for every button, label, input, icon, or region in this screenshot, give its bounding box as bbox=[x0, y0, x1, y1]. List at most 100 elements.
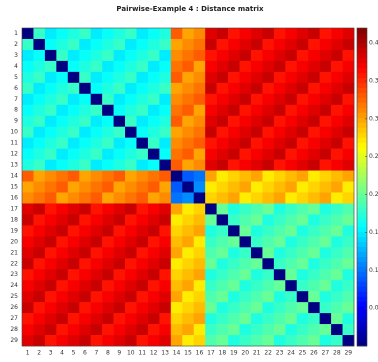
cell bbox=[250, 302, 263, 314]
cell bbox=[44, 302, 57, 314]
colorbar-swatch bbox=[357, 32, 367, 39]
cell bbox=[67, 71, 80, 84]
cell bbox=[79, 247, 91, 259]
cell bbox=[22, 170, 34, 182]
colorbar-swatch bbox=[357, 336, 367, 342]
cell bbox=[342, 302, 355, 314]
cell bbox=[342, 192, 355, 204]
cell bbox=[331, 93, 343, 106]
cell bbox=[319, 214, 332, 226]
cell bbox=[308, 38, 320, 51]
cell bbox=[159, 49, 172, 62]
cell bbox=[102, 104, 114, 117]
cell bbox=[285, 258, 298, 270]
cell bbox=[296, 104, 309, 117]
cell bbox=[56, 269, 69, 281]
colorbar-swatch bbox=[357, 187, 367, 193]
cell bbox=[159, 104, 172, 117]
cell bbox=[239, 148, 252, 160]
cell bbox=[113, 269, 126, 281]
cell bbox=[170, 49, 183, 62]
cell bbox=[79, 203, 91, 215]
cell bbox=[285, 148, 298, 160]
cell bbox=[262, 291, 275, 303]
cell bbox=[79, 115, 91, 127]
cell bbox=[342, 104, 355, 117]
cell bbox=[67, 313, 80, 325]
cell bbox=[44, 313, 57, 325]
cell bbox=[239, 335, 252, 347]
cell bbox=[228, 93, 240, 106]
cell bbox=[33, 302, 46, 314]
cell bbox=[228, 324, 240, 336]
cell bbox=[239, 126, 252, 138]
cell bbox=[44, 258, 57, 270]
cell bbox=[228, 104, 240, 117]
cell bbox=[125, 225, 137, 237]
cell bbox=[308, 203, 320, 215]
cell bbox=[90, 269, 103, 281]
cell bbox=[250, 203, 263, 215]
cell bbox=[67, 148, 80, 160]
x-tick-label: 11 bbox=[138, 350, 146, 357]
colorbar-tick-label: 0.4 bbox=[369, 40, 378, 47]
colorbar-swatch bbox=[357, 147, 367, 153]
cell bbox=[125, 291, 137, 303]
cell bbox=[22, 148, 34, 160]
cell bbox=[342, 247, 355, 259]
colorbar-swatch bbox=[357, 57, 367, 64]
x-tick-label: 2 bbox=[37, 350, 41, 357]
cell bbox=[33, 236, 46, 248]
cell bbox=[250, 324, 263, 336]
cell bbox=[44, 159, 57, 171]
colorbar-swatch bbox=[357, 316, 367, 322]
cell bbox=[285, 236, 298, 248]
cell bbox=[262, 335, 275, 347]
cell bbox=[239, 181, 252, 193]
cell bbox=[79, 82, 91, 95]
cell bbox=[308, 93, 320, 106]
cell bbox=[296, 214, 309, 226]
cell bbox=[113, 236, 126, 248]
cell bbox=[331, 313, 343, 325]
cell bbox=[79, 159, 91, 171]
cell bbox=[79, 335, 91, 347]
cell bbox=[90, 214, 103, 226]
y-tick-label: 20 bbox=[10, 238, 18, 245]
cell bbox=[102, 236, 114, 248]
cell bbox=[331, 236, 343, 248]
cell bbox=[22, 60, 34, 73]
cell bbox=[216, 236, 229, 248]
cell bbox=[319, 170, 332, 182]
cell bbox=[125, 192, 137, 204]
colorbar-swatch bbox=[357, 296, 367, 302]
cell bbox=[67, 181, 80, 193]
cell bbox=[33, 214, 46, 226]
cell bbox=[262, 38, 275, 51]
cell bbox=[331, 214, 343, 226]
y-tick-label: 10 bbox=[10, 129, 18, 136]
cell bbox=[147, 324, 160, 336]
cell bbox=[56, 137, 69, 149]
cell bbox=[56, 203, 69, 215]
cell bbox=[102, 115, 114, 127]
cell bbox=[296, 115, 309, 127]
cell bbox=[250, 258, 263, 270]
cell bbox=[193, 258, 206, 270]
cell bbox=[67, 291, 80, 303]
cell bbox=[90, 71, 103, 84]
cell bbox=[331, 247, 343, 259]
cell bbox=[170, 335, 183, 347]
cell bbox=[90, 324, 103, 336]
cell bbox=[239, 49, 252, 62]
cell bbox=[239, 115, 252, 127]
cell bbox=[113, 203, 126, 215]
cell bbox=[319, 313, 332, 325]
y-tick-label: 26 bbox=[10, 304, 18, 311]
cell bbox=[113, 104, 126, 117]
cell bbox=[228, 181, 240, 193]
cell bbox=[136, 280, 149, 292]
cell bbox=[125, 269, 137, 281]
cell bbox=[136, 170, 149, 182]
cell bbox=[273, 192, 286, 204]
